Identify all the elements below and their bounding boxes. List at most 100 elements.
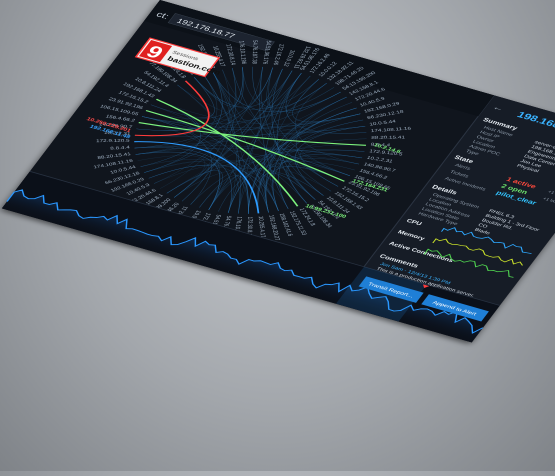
- ring-ip-label[interactable]: 10.2.2.31: [366, 156, 394, 164]
- chord-link: [193, 67, 244, 107]
- ring-ip-label[interactable]: 10.255.4.17: [256, 216, 265, 238]
- chord-link: [286, 162, 351, 204]
- ring-ip-label[interactable]: 88.20.15.41: [97, 152, 131, 161]
- toolbar: [144, 0, 495, 117]
- ring-ip-label[interactable]: 172.30.8.14: [245, 217, 253, 238]
- chord-link: [173, 68, 283, 198]
- chord-link: [260, 66, 324, 196]
- chord-link: [263, 72, 302, 213]
- summary-key: Location: [471, 140, 496, 150]
- state-heading: State: [453, 155, 475, 165]
- chord-link: [140, 159, 298, 207]
- ring-ip-label[interactable]: 174.108.11.16: [371, 126, 412, 133]
- detail-value: RHEL 6.3: [487, 209, 515, 220]
- detail-value: Blade: [473, 228, 491, 236]
- ring-ip-label[interactable]: 176.10.1.196: [237, 41, 247, 65]
- ring-ip-label[interactable]: 66.230.12.18: [367, 110, 405, 121]
- chord-link: [136, 82, 327, 131]
- metric-sparkline: [432, 238, 524, 266]
- chord-link: [190, 144, 366, 205]
- ip-input[interactable]: [167, 13, 275, 52]
- chord-link: [199, 175, 249, 214]
- chord-link: [212, 71, 341, 113]
- chord-link: [232, 68, 339, 187]
- chord-link: [295, 82, 359, 165]
- chord-link: [199, 170, 324, 208]
- chord-link: [150, 77, 215, 118]
- chord-link: [202, 74, 249, 214]
- chord-link: [137, 155, 206, 198]
- chord-link: [227, 125, 366, 213]
- highlighted-link[interactable]: [115, 98, 339, 207]
- chord-link: [296, 156, 359, 192]
- chord-link: [278, 119, 364, 209]
- chord-link: [248, 96, 347, 214]
- summary-key: Owner: [475, 135, 495, 144]
- ring-ip-label[interactable]: 88.20.15.41: [371, 135, 405, 140]
- chord-link: [222, 69, 351, 176]
- chord-link: [134, 125, 366, 137]
- highlighted-link[interactable]: [112, 132, 289, 214]
- chord-link: [144, 161, 210, 202]
- ring-ip-label[interactable]: 8.8.4.4: [370, 142, 390, 147]
- ring-ip-label[interactable]: 172.9.120.5: [369, 149, 403, 157]
- ring-ip-label[interactable]: 172.9.120.5: [96, 139, 130, 144]
- chord-link: [156, 99, 361, 125]
- chord-link: [166, 170, 223, 210]
- transit-report-button[interactable]: [358, 276, 424, 303]
- highlighted-link[interactable]: [137, 109, 353, 182]
- chord-link: [153, 159, 351, 184]
- chord-link: [145, 110, 279, 211]
- chord-link: [212, 71, 341, 113]
- highlighted-link[interactable]: [138, 88, 367, 180]
- highlighted-link[interactable]: [134, 79, 229, 150]
- back-arrow-icon[interactable]: ←: [490, 103, 506, 114]
- chord-link: [141, 116, 212, 205]
- chord-link: [144, 72, 302, 173]
- chord-link: [212, 71, 269, 213]
- chord-link: [202, 74, 242, 214]
- timeline-area: [1, 189, 483, 343]
- ring-ip-label[interactable]: 54.76.187.38: [250, 40, 258, 64]
- metric-sparkline: [440, 227, 532, 254]
- state-key: Alerts: [454, 163, 472, 171]
- chord-link: [135, 147, 363, 159]
- ring-ip-label[interactable]: 8.8.4.4: [110, 145, 130, 151]
- ring-ip-label[interactable]: 10.0.5.44: [109, 165, 136, 175]
- ring-ip-label[interactable]: 140.86.90.7: [362, 162, 396, 173]
- ring-ip-label[interactable]: 10.40.5.9: [359, 97, 386, 108]
- chord-link: [227, 70, 293, 213]
- metric-label: CPU: [405, 218, 423, 227]
- ring-ip-label[interactable]: 140.86.90.7: [98, 122, 132, 130]
- summary-key: Host IP: [479, 130, 501, 140]
- ring-ip-label[interactable]: 156.4.66.2: [105, 114, 136, 123]
- highlighted-ip-label[interactable]: 10.2.14.6: [372, 143, 402, 155]
- chord-link: [266, 67, 311, 107]
- ring-ip-label[interactable]: 10.0.5.44: [369, 119, 396, 127]
- chord-link: [177, 84, 279, 211]
- timeline-marker-icon[interactable]: [421, 284, 430, 288]
- chord-link: [265, 96, 347, 213]
- summary-value: Jon Lee: [519, 159, 543, 169]
- chord-link: [173, 168, 324, 198]
- chord-link: [134, 147, 233, 213]
- ring-ip-label[interactable]: 176.10.1.196: [231, 216, 242, 240]
- chord-link: [181, 68, 237, 202]
- chord-link: [208, 72, 302, 210]
- chord-link: [134, 125, 366, 149]
- state-key: Tickets: [448, 170, 469, 179]
- ring-ip-label[interactable]: 174.108.11.16: [93, 159, 134, 170]
- details-heading: Details: [430, 184, 458, 196]
- append-alert-button[interactable]: [421, 294, 489, 322]
- chord-link: [166, 149, 365, 194]
- chord-link: [148, 164, 279, 211]
- ring-ip-label[interactable]: 10.2.2.31: [104, 131, 131, 137]
- ring-ip-label[interactable]: 156.4.66.2: [358, 168, 388, 180]
- timeline-selection[interactable]: [335, 266, 427, 322]
- chord-link: [218, 161, 355, 212]
- chord-link: [257, 138, 367, 214]
- traffic-timeline[interactable]: [1, 171, 500, 343]
- timeline-line: [6, 189, 484, 334]
- ring-ip-label[interactable]: 54.51.96.176: [261, 40, 272, 64]
